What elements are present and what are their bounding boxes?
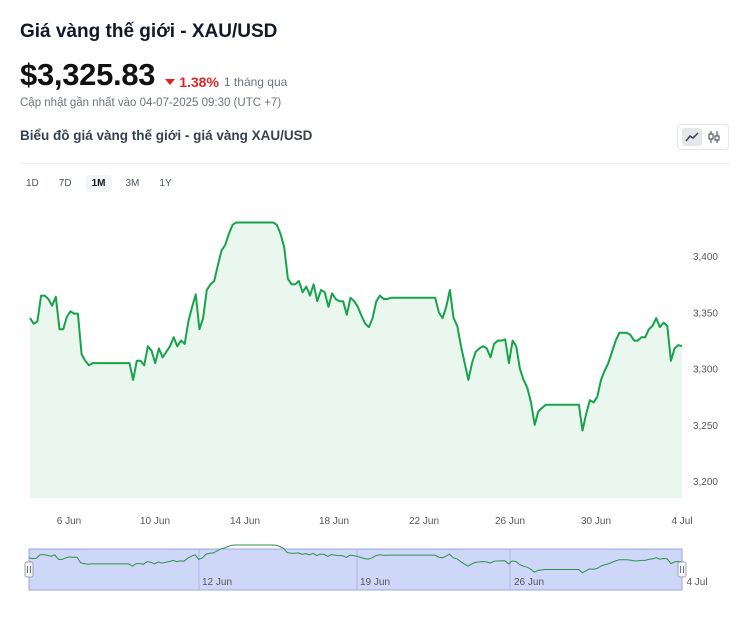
range-button-1y[interactable]: 1Y [159, 178, 172, 189]
candlestick-button[interactable] [704, 128, 724, 146]
price-line [29, 221, 683, 432]
chart-type-toggle [677, 124, 729, 150]
navigator-selection[interactable] [28, 548, 683, 591]
navigator[interactable]: 12 Jun 19 Jun 26 Jun 4 Jul [24, 544, 708, 591]
x-tick-label: 18 Jun [319, 516, 349, 527]
change-percent: 1.38% [179, 74, 219, 90]
line-chart-button[interactable] [682, 128, 702, 146]
page-title: Giá vàng thế giới - XAU/USD [20, 21, 278, 42]
navigator-label: 26 Jun [514, 577, 544, 588]
range-selector: 1D 7D 1M 3M 1Y [20, 175, 186, 192]
y-tick-label: 3,350 [693, 308, 718, 319]
range-button-1d[interactable]: 1D [26, 178, 39, 189]
price-area [30, 222, 682, 498]
plot-area [29, 221, 683, 498]
y-axis: 3,400 3,350 3,300 3,250 3,200 [693, 252, 718, 488]
price-row: $3,325.83 1.38% 1 tháng qua [20, 57, 287, 93]
x-tick-label: 22 Jun [409, 516, 439, 527]
change-period: 1 tháng qua [223, 75, 288, 89]
x-tick-label: 26 Jun [495, 516, 525, 527]
y-tick-label: 3,200 [693, 477, 718, 488]
y-tick-label: 3,250 [693, 421, 718, 432]
x-tick-label: 14 Jun [230, 516, 260, 527]
price-change: 1.38% 1 tháng qua [165, 74, 287, 90]
x-axis: 6 Jun 10 Jun 14 Jun 18 Jun 22 Jun 26 Jun 30 Ju… [57, 516, 693, 527]
y-tick-label: 3,300 [693, 365, 718, 376]
navigator-label: 19 Jun [360, 577, 390, 588]
down-arrow-icon [165, 79, 176, 85]
current-price: $3,325.83 [20, 57, 156, 92]
navigator-handle-right[interactable] [677, 561, 687, 578]
navigator-label: 12 Jun [202, 577, 232, 588]
x-tick-label: 10 Jun [140, 516, 170, 527]
navigator-handle-left[interactable] [24, 561, 34, 578]
range-button-3m[interactable]: 3M [125, 178, 140, 189]
x-tick-label: 6 Jun [57, 516, 81, 527]
x-tick-label: 4 Jul [671, 516, 692, 527]
chart-subtitle: Biểu đồ giá vàng thế giới - giá vàng XAU… [20, 128, 313, 143]
range-button-1m[interactable]: 1M [85, 175, 112, 192]
navigator-line [28, 544, 683, 574]
header-divider [20, 163, 730, 164]
range-button-7d[interactable]: 7D [58, 178, 72, 189]
last-updated: Cập nhật gần nhất vào 04-07-2025 09:30 (… [20, 97, 282, 109]
candlestick-icon [708, 131, 720, 143]
y-tick-label: 3,400 [693, 252, 718, 263]
line-chart-icon [685, 132, 699, 142]
navigator-label: 4 Jul [686, 577, 707, 588]
x-tick-label: 30 Jun [581, 516, 611, 527]
